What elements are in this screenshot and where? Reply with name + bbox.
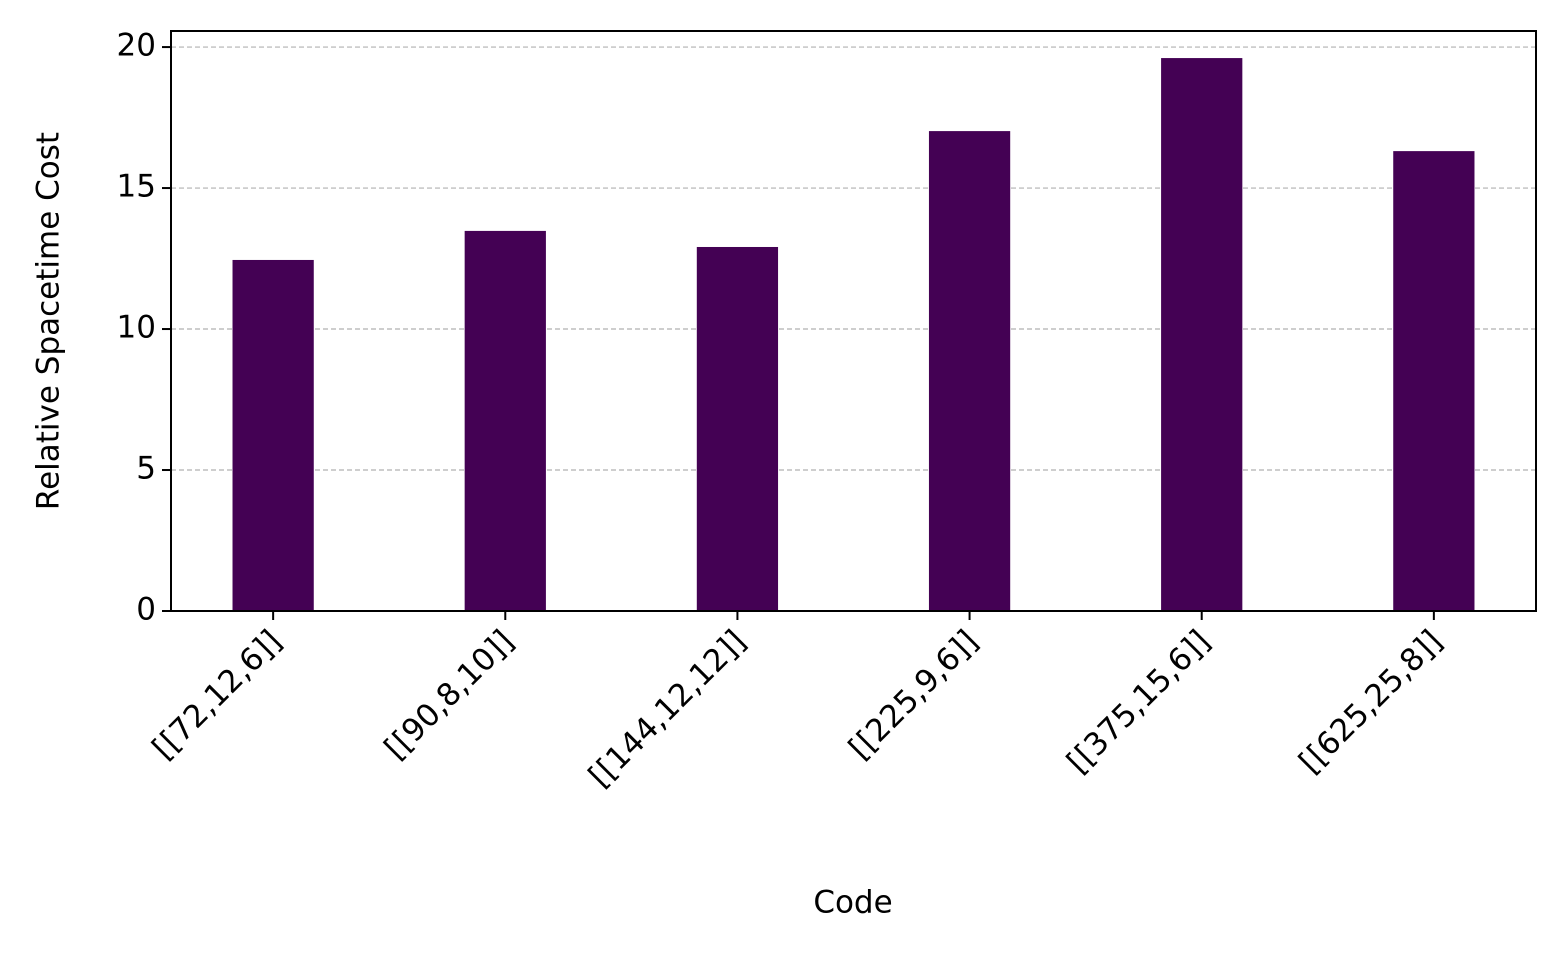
x-tick-label: [[90,8,10]] <box>378 623 521 766</box>
y-tick-label: 0 <box>136 592 156 628</box>
y-tick-label: 20 <box>117 28 156 64</box>
x-tick-label: [[375,15,6]] <box>1060 623 1217 780</box>
x-tick-label: [[625,25,8]] <box>1292 623 1449 780</box>
x-tick-label: [[72,12,6]] <box>145 623 288 766</box>
x-tick-label: [[225,9,6]] <box>842 623 985 766</box>
y-tick-label: 5 <box>136 451 156 487</box>
plot-frame <box>170 30 1537 612</box>
bar <box>464 230 546 612</box>
y-axis-label: Relative Spacetime Cost <box>31 132 67 510</box>
bar <box>1161 58 1243 612</box>
bar <box>1393 151 1475 611</box>
x-tick-label: [[144,12,12]] <box>582 623 753 794</box>
y-tick-label: 15 <box>117 169 156 205</box>
x-axis-label: Code <box>813 885 892 921</box>
y-tick-label: 10 <box>117 310 156 346</box>
bar <box>232 259 314 611</box>
bar <box>696 246 779 611</box>
bar <box>928 131 1011 611</box>
